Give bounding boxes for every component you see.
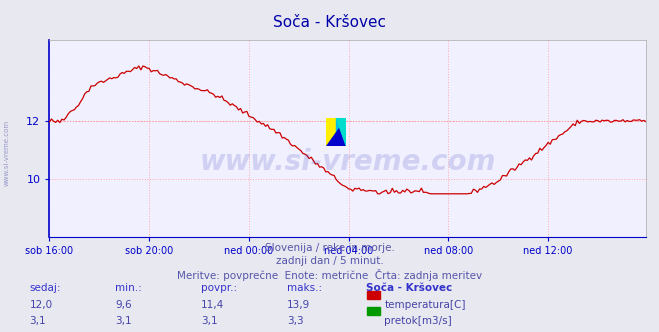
Text: www.si-vreme.com: www.si-vreme.com [200, 148, 496, 176]
Text: povpr.:: povpr.: [201, 283, 237, 293]
Text: 13,9: 13,9 [287, 300, 310, 310]
Text: Soča - Kršovec: Soča - Kršovec [366, 283, 452, 293]
Text: 3,3: 3,3 [287, 316, 303, 326]
Text: maks.:: maks.: [287, 283, 322, 293]
Text: temperatura[C]: temperatura[C] [384, 300, 466, 310]
Text: 9,6: 9,6 [115, 300, 132, 310]
Polygon shape [336, 118, 346, 146]
Text: 12,0: 12,0 [30, 300, 53, 310]
Text: Meritve: povprečne  Enote: metrične  Črta: zadnja meritev: Meritve: povprečne Enote: metrične Črta:… [177, 269, 482, 281]
Bar [367, 291, 380, 299]
Bar [336, 118, 346, 146]
Bar [326, 118, 336, 146]
Text: 11,4: 11,4 [201, 300, 224, 310]
Text: Soča - Kršovec: Soča - Kršovec [273, 15, 386, 30]
Polygon shape [326, 118, 346, 146]
Text: zadnji dan / 5 minut.: zadnji dan / 5 minut. [275, 256, 384, 266]
Text: 3,1: 3,1 [201, 316, 217, 326]
Text: sedaj:: sedaj: [30, 283, 61, 293]
Text: 3,1: 3,1 [115, 316, 132, 326]
Text: min.:: min.: [115, 283, 142, 293]
Text: www.si-vreme.com: www.si-vreme.com [3, 120, 10, 186]
Text: 3,1: 3,1 [30, 316, 46, 326]
Text: pretok[m3/s]: pretok[m3/s] [384, 316, 452, 326]
Text: Slovenija / reke in morje.: Slovenija / reke in morje. [264, 243, 395, 253]
Bar [367, 307, 380, 315]
